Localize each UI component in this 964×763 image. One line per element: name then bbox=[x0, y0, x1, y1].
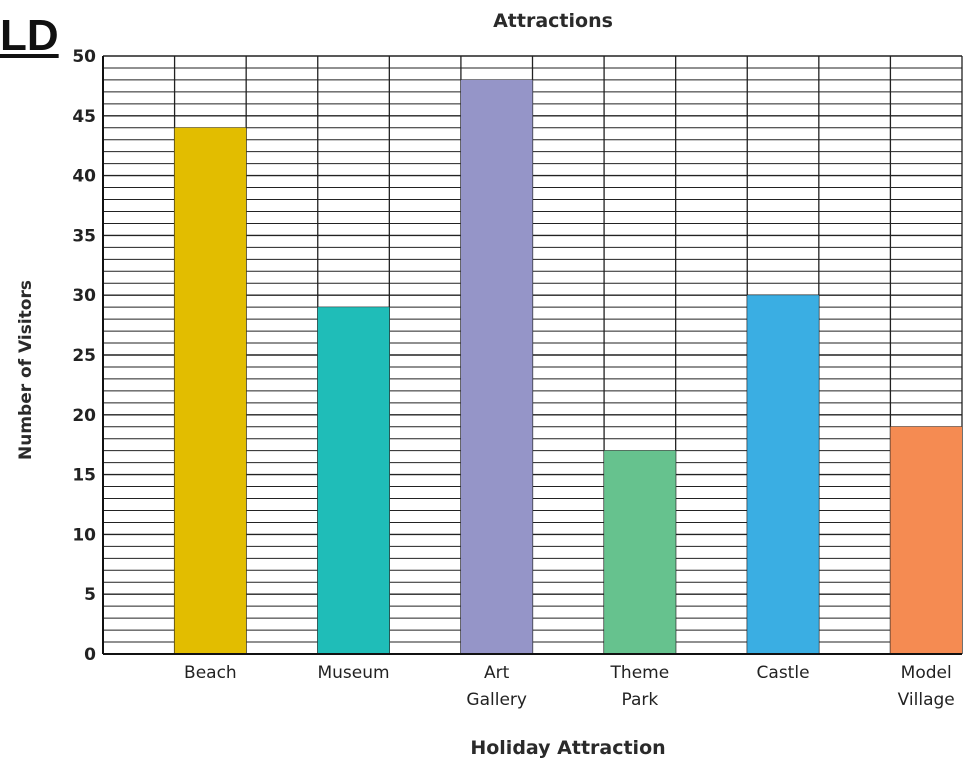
chart-title: Attractions bbox=[493, 10, 613, 32]
x-tick-label: Museum bbox=[317, 663, 389, 683]
y-tick-label: 25 bbox=[72, 346, 96, 366]
cropped-heading-fragment: LD bbox=[0, 11, 59, 60]
bar-museum bbox=[317, 307, 390, 654]
x-tick-label: Gallery bbox=[466, 690, 527, 710]
x-tick-label: Village bbox=[898, 690, 955, 710]
x-tick-label: Castle bbox=[757, 663, 810, 683]
y-tick-label: 35 bbox=[72, 226, 96, 246]
y-tick-label: 45 bbox=[72, 107, 96, 127]
x-axis-title: Holiday Attraction bbox=[470, 737, 666, 759]
y-tick-label: 10 bbox=[72, 525, 96, 545]
bar-art-gallery bbox=[460, 79, 533, 655]
x-tick-label: Art bbox=[484, 663, 510, 683]
bar-theme-park bbox=[604, 450, 676, 654]
bar-model-village bbox=[890, 426, 962, 654]
y-tick-label: 40 bbox=[72, 167, 96, 187]
x-tick-label: Beach bbox=[184, 663, 237, 683]
y-tick-label: 30 bbox=[72, 286, 96, 306]
y-tick-label: 15 bbox=[72, 466, 96, 486]
x-tick-label: Park bbox=[622, 690, 659, 710]
y-tick-label: 0 bbox=[84, 645, 96, 665]
y-tick-label: 5 bbox=[84, 585, 96, 605]
y-tick-label: 20 bbox=[72, 406, 96, 426]
x-tick-label: Model bbox=[901, 663, 952, 683]
y-tick-label: 50 bbox=[72, 47, 96, 67]
bar-castle bbox=[747, 295, 819, 654]
bar-beach bbox=[174, 127, 247, 654]
x-tick-label: Theme bbox=[610, 663, 670, 683]
